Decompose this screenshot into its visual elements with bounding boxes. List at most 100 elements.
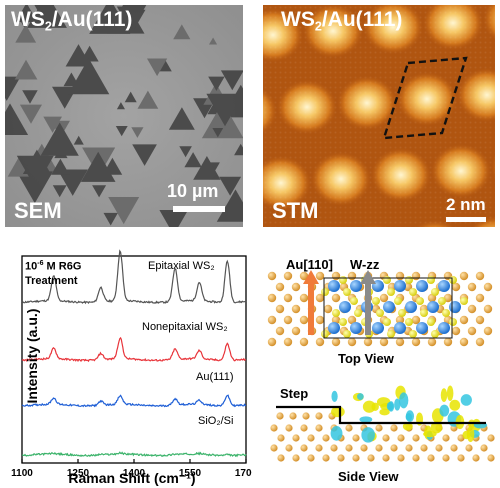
s-atom [350, 297, 358, 305]
au-atom [427, 337, 437, 347]
charge-lobe [357, 393, 364, 401]
ws2-domain [121, 9, 146, 31]
au-atom [405, 444, 413, 452]
x-tick-label: 1100 [11, 468, 33, 479]
au-atom [323, 304, 333, 314]
s-atom [431, 288, 439, 296]
ws2-domain [147, 58, 168, 77]
ws2-domain [220, 70, 243, 91]
au-atom [302, 412, 310, 420]
ws2-domain [216, 189, 243, 222]
ws2-domain [65, 44, 92, 67]
charge-lobe [394, 398, 401, 411]
au-atom [379, 337, 389, 347]
au-atom [283, 293, 293, 303]
au-atom [315, 337, 325, 347]
treatment-line-2: Treatment [25, 275, 78, 287]
au-atom [412, 454, 420, 462]
au-atom [467, 326, 477, 336]
s-atom [383, 318, 391, 326]
w-atom [350, 280, 362, 292]
au-atom [459, 337, 469, 347]
w-atom [383, 301, 395, 313]
au-atom [382, 434, 390, 442]
au-atom [307, 434, 315, 442]
au-atom [375, 444, 383, 452]
x-tick-label: 1250 [67, 468, 90, 479]
ws2-domain [132, 144, 157, 166]
ws2-domain [92, 185, 107, 198]
au-atom [299, 271, 309, 281]
au-atom [442, 434, 450, 442]
w-atom [328, 280, 340, 292]
au-atom [420, 444, 428, 452]
au-atom [315, 444, 323, 452]
w-atom [372, 322, 384, 334]
s-atom [405, 318, 413, 326]
s-atom [420, 309, 428, 317]
stm-mode-label: STM [272, 198, 319, 223]
s-atom [442, 309, 450, 317]
au-atom [443, 337, 453, 347]
w-atom [350, 322, 362, 334]
au110-label: Au[110] [286, 257, 333, 272]
au-atom [267, 315, 277, 325]
x-axis-label: Raman Shift (cm⁻¹) [68, 470, 196, 486]
ws2-domain [234, 143, 243, 156]
s-atom [427, 318, 435, 326]
charge-lobe [330, 426, 343, 441]
structure-image [267, 270, 495, 462]
au-atom [270, 424, 278, 432]
au-atom [475, 271, 485, 281]
ws2-domain [5, 76, 21, 101]
au-atom [475, 293, 485, 303]
ws2-domain [159, 210, 189, 227]
ws2-domain [219, 176, 242, 196]
x-tick-label: 1700 [235, 468, 252, 479]
ws2-domain [173, 24, 191, 40]
au-atom [480, 444, 488, 452]
ws2-domain [116, 102, 125, 110]
s-atom [343, 330, 351, 338]
au-atom [337, 454, 345, 462]
au-atom [397, 454, 405, 462]
au-atom [459, 315, 469, 325]
w-atom [394, 322, 406, 334]
au-atom [457, 454, 465, 462]
s-atom [449, 276, 457, 284]
au-atom [299, 315, 309, 325]
ws2-domain [124, 91, 137, 103]
s-atom [431, 330, 439, 338]
au-atom [291, 326, 301, 336]
ws2-domain [137, 90, 159, 109]
au-atom [412, 434, 420, 442]
ws2-domain [206, 93, 243, 127]
series-line [21, 249, 247, 305]
ws2-domain [17, 15, 32, 29]
au-atom [467, 282, 477, 292]
sem-scale-bar [173, 206, 225, 212]
s-atom [332, 309, 340, 317]
ws2-domain [43, 116, 62, 133]
charge-lobe [362, 400, 376, 413]
stm-scale-bar [446, 217, 486, 222]
charge-lobe [371, 402, 379, 412]
ws2-domain [212, 128, 224, 138]
s-atom [372, 297, 380, 305]
au-atom [442, 454, 450, 462]
legend-au111: Au(111) [196, 371, 234, 383]
legend-nonepitaxial: Nonepitaxial WS₂ [142, 321, 228, 333]
au-atom [475, 337, 485, 347]
ws2-domain [184, 152, 202, 168]
series-line [21, 451, 247, 458]
au-atom [291, 282, 301, 292]
au-atom [300, 444, 308, 452]
charge-lobe [446, 385, 454, 401]
au-atom [395, 315, 405, 325]
au-atom [347, 271, 357, 281]
unit-cell-outline [382, 56, 468, 140]
au-atom [459, 271, 469, 281]
w-atom [438, 280, 450, 292]
au-atom [277, 454, 285, 462]
au-atom [267, 293, 277, 303]
